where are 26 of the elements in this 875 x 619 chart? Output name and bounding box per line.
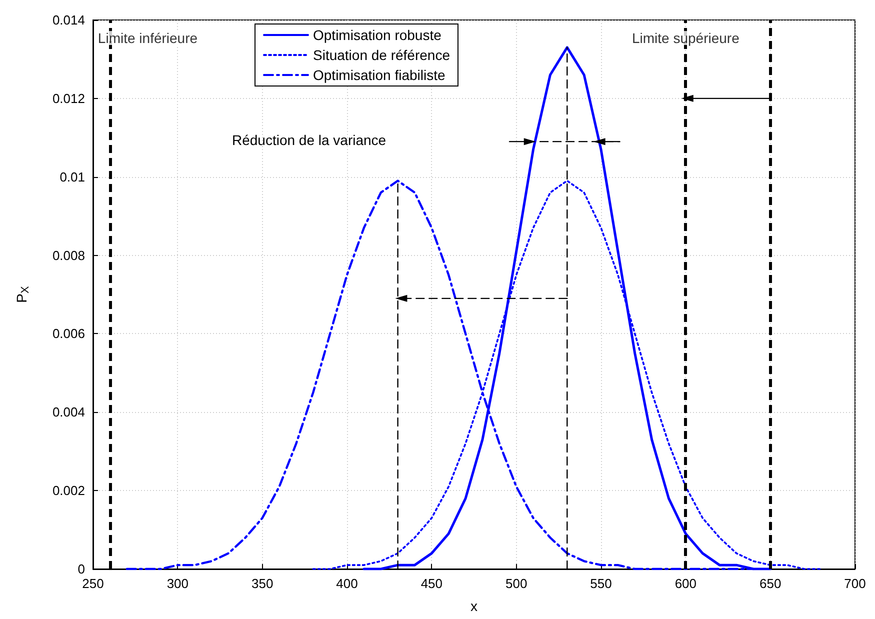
x-tick-label: 450 [420,576,443,591]
legend-label: Optimisation fiabiliste [313,67,446,83]
y-tick-label: 0.004 [52,404,85,420]
ref-line-label: Limite inférieure [98,30,198,46]
x-tick-label: 250 [82,576,104,591]
y-tick-label: 0.012 [52,90,85,106]
x-tick-label: 700 [844,576,866,591]
annotation: Réduction de la variance [232,132,386,148]
x-tick-label: 500 [505,576,528,591]
legend-label: Situation de référence [313,47,450,63]
y-tick-label: 0.014 [52,12,85,28]
y-axis-title: PX [14,286,32,303]
x-tick-label: 550 [590,576,612,591]
x-tick-label: 400 [336,576,358,591]
ref-line-label: Limite supérieure [632,30,740,46]
y-tick-label: 0.002 [52,483,85,498]
x-axis-title: x [470,598,478,614]
x-tick-label: 350 [251,576,274,591]
y-tick-label: 0.01 [60,169,85,184]
y-tick-label: 0.006 [52,326,85,342]
legend-label: Optimisation robuste [313,27,442,43]
y-tick-label: 0.008 [52,248,85,263]
x-tick-label: 600 [674,576,697,591]
x-tick-label: 300 [166,576,189,591]
x-tick-label: 650 [759,576,782,591]
y-tick-label: 0 [78,562,85,576]
